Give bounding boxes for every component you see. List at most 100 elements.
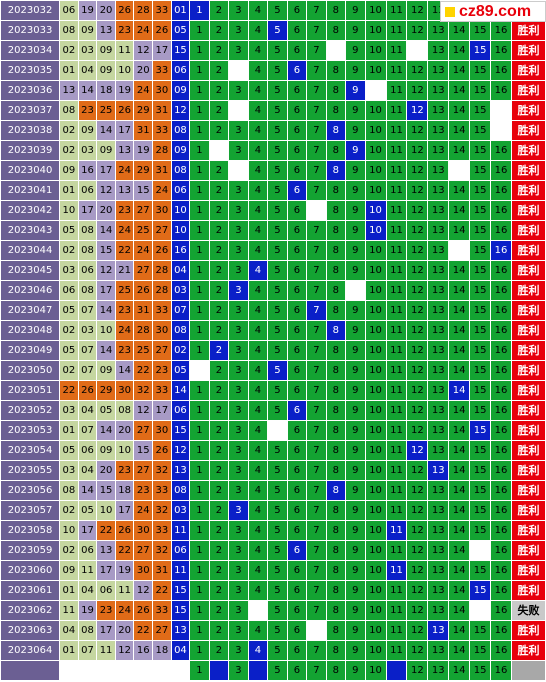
blue-grid-cell: 3 [228,500,249,521]
blue-grid-cell: 1 [189,320,210,341]
issue-number: 2023047 [0,300,61,321]
blue-grid-cell: 4 [247,80,269,101]
red-ball: 14 [96,220,116,241]
red-ball: 04 [77,400,98,421]
blue-grid-cell: 11 [385,160,408,181]
blue-grid-cell: 5 [267,40,288,61]
blue-grid-cell: 11 [385,500,408,521]
blue-grid-cell: 15 [469,360,492,381]
blue-grid-cell: 14 [448,340,471,361]
blue-grid-cell: 14 [448,620,471,641]
blue-grid-cell: 10 [364,200,387,221]
blue-grid-cell: 15 [469,280,492,301]
issue-number: 2023045 [0,260,61,281]
red-ball: 09 [96,360,116,381]
blue-grid-cell: 7 [306,20,327,41]
blue-grid-cell: 6 [286,260,308,281]
red-ball: 28 [152,260,172,281]
blue-grid-cell [228,160,249,181]
blue-grid-cell: 15 [469,140,492,161]
red-ball: 12 [133,40,154,61]
red-ball: 29 [133,100,154,121]
blue-grid-cell: 16 [490,280,512,301]
blue-grid-cell: 12 [406,180,429,201]
red-ball: 24 [133,20,154,41]
result-badge: 胜利 [510,40,546,61]
red-ball: 32 [152,500,172,521]
result-badge: 胜利 [510,620,546,641]
red-ball: 08 [59,20,79,41]
result-badge: 胜利 [510,340,546,361]
red-ball: 32 [152,540,172,561]
blue-grid-cell: 7 [306,600,327,621]
blue-grid-cell: 9 [345,540,366,561]
blue-grid-cell: 6 [286,340,308,361]
red-ball: 06 [59,0,79,21]
blue-grid-cell: 14 [448,540,471,561]
forecast-grid-cell: 5 [267,660,288,681]
blue-grid-cell: 15 [469,200,492,221]
blue-grid-cell: 14 [448,480,471,501]
result-badge: 胜利 [510,20,546,41]
result-badge: 胜利 [510,560,546,581]
blue-grid-cell: 12 [406,420,429,441]
blue-grid-cell: 4 [247,240,269,261]
blue-grid-cell: 6 [286,360,308,381]
blue-grid-cell: 8 [325,20,347,41]
blue-grid-cell: 11 [385,40,408,61]
blue-grid-cell: 6 [286,640,308,661]
blue-grid-cell [448,240,471,261]
red-ball: 19 [114,80,135,101]
red-ball: 33 [152,0,172,21]
red-ball: 03 [77,40,98,61]
blue-grid-cell: 4 [247,500,269,521]
red-ball: 27 [133,460,154,481]
blue-grid-cell: 13 [427,60,450,81]
result-badge: 胜利 [510,100,546,121]
red-ball: 03 [77,140,98,161]
issue-number: 2023053 [0,420,61,441]
blue-grid-cell: 10 [364,100,387,121]
site-logo[interactable]: cz89.com [440,1,546,22]
blue-grid-cell: 10 [364,160,387,181]
blue-grid-cell: 8 [325,420,347,441]
red-ball: 26 [114,0,135,21]
blue-grid-cell: 12 [406,100,429,121]
blue-grid-cell: 11 [385,600,408,621]
blue-grid-cell: 10 [364,580,387,601]
blue-grid-cell: 15 [469,300,492,321]
blue-grid-cell: 6 [286,560,308,581]
issue-number: 2023050 [0,360,61,381]
blue-grid-cell: 15 [469,380,492,401]
blue-grid-cell: 2 [208,480,230,501]
result-badge: 胜利 [510,180,546,201]
blue-grid-cell: 5 [267,280,288,301]
forecast-grid-cell [247,660,269,681]
red-ball: 22 [114,540,135,561]
blue-grid-cell: 9 [345,560,366,581]
table-row: 2023059 02 06 13 22 27 32 06 1 2 3 4 5 6 7 8 9 10 11 12 13 14… [0,540,546,561]
red-ball: 16 [133,640,154,661]
issue-number: 2023033 [0,20,61,41]
blue-grid-cell: 15 [469,580,492,601]
blue-grid-cell: 13 [427,320,450,341]
blue-grid-cell: 1 [189,540,210,561]
blue-grid-cell: 9 [345,120,366,141]
red-ball: 14 [114,360,135,381]
table-row: 2023034 02 03 09 11 12 17 15 1 2 3 4 5 6 7 9 10 11 13 14 15 1… [0,40,546,61]
blue-grid-cell: 5 [267,480,288,501]
red-ball: 30 [152,200,172,221]
blue-grid-cell: 16 [490,40,512,61]
blue-grid-cell: 14 [448,420,471,441]
blue-ball: 11 [170,560,191,581]
blue-grid-cell: 7 [306,560,327,581]
blue-grid-cell: 7 [306,540,327,561]
red-ball: 08 [59,480,79,501]
blue-grid-cell: 2 [208,320,230,341]
red-ball: 21 [114,260,135,281]
red-ball: 29 [133,160,154,181]
blue-grid-cell: 7 [306,640,327,661]
red-ball: 17 [152,400,172,421]
blue-grid-cell: 8 [325,80,347,101]
blue-grid-cell: 1 [189,240,210,261]
